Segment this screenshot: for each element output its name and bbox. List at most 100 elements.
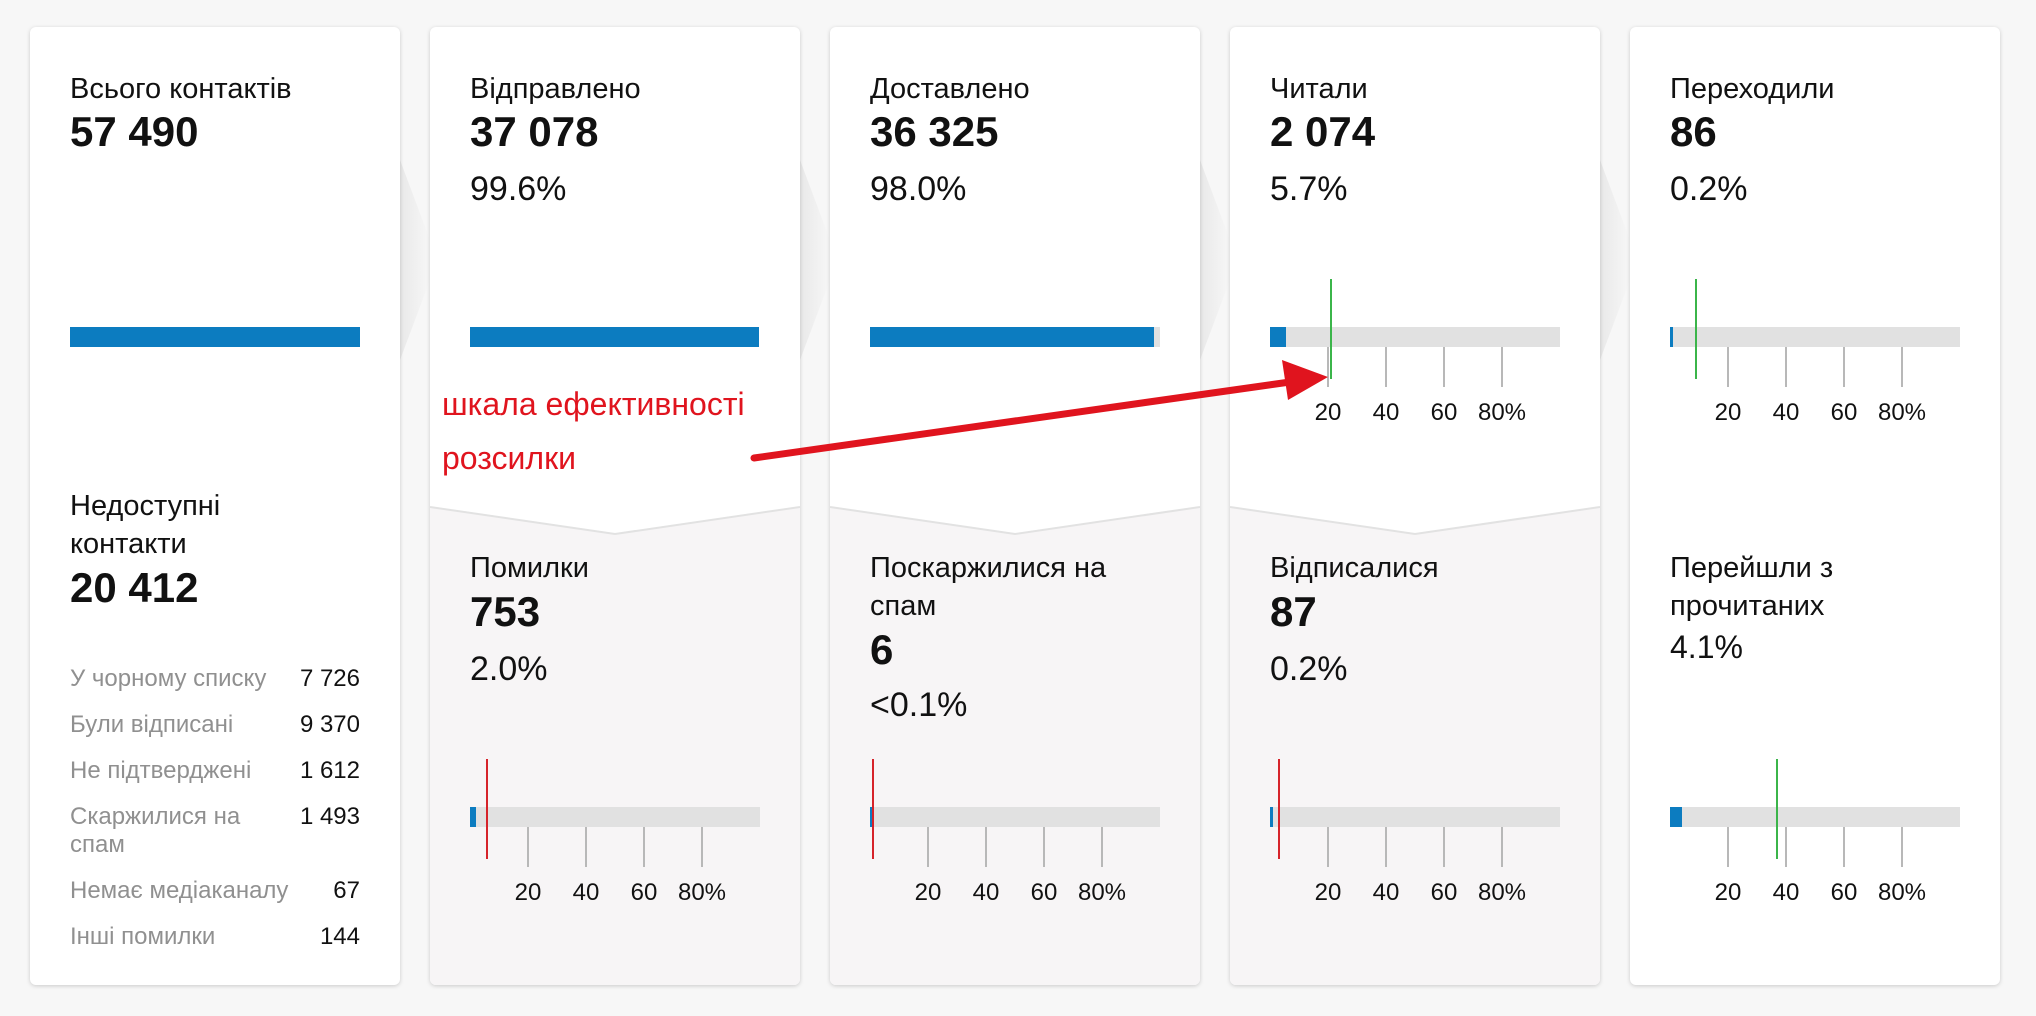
scale-tick [1443,827,1445,867]
scale-benchmark-marker [872,759,874,859]
clicked-from-read-percent: 4.1% [1670,629,1743,665]
sent-percent: 99.6% [470,170,567,208]
scale-track [1670,807,1960,827]
scale-tick-label: 20 [1714,879,1742,906]
row-name: Скаржилися на спам [70,803,241,858]
scale-tick-label: 60 [1430,879,1458,906]
scale-tick-label: 60 [1030,879,1058,906]
scale-tick [1385,827,1387,867]
scale-track [1670,327,1960,347]
scale-tick [1327,827,1329,867]
scale-fill [1670,807,1682,827]
total-contacts-bar [70,327,360,347]
row-value: 67 [333,877,360,904]
row-value: 144 [319,923,360,950]
scale-tick-label: 60 [630,879,658,906]
funnel-connector [1600,160,1630,360]
unavailable-row-blacklist: У чорному списку 7 726 [70,665,360,693]
card-delivered: Доставлено 36 325 98.0% Поскаржилися на … [830,27,1200,985]
scale-tick-label: 80% [1477,399,1527,426]
scale-tick [585,827,587,867]
scale-tick [1901,347,1903,387]
row-value: 9 370 [299,711,360,738]
scale-tick-label: 40 [1372,399,1400,426]
card-total-contacts: Всього контактів 57 490 Недоступні конта… [30,27,400,985]
clicked-label: Переходили [1670,73,1835,105]
scale-tick-label: 40 [1772,399,1800,426]
scale-tick-label: 60 [1830,879,1858,906]
card-sent: Відправлено 37 078 99.6% Помилки 753 2.0… [430,27,800,985]
scale-tick-label: 80% [1477,879,1527,906]
unavailable-row-unsubscribed: Були відписані 9 370 [70,711,360,739]
scale-tick-label: 20 [1314,879,1342,906]
scale-track [1270,807,1560,827]
annotation-text: шкала ефективності розсилки [442,377,802,485]
errors-label: Помилки [470,552,589,584]
total-contacts-value: 57 490 [70,108,199,155]
annotation-line-1: шкала ефективності [442,386,745,422]
scale-tick-label: 40 [1772,879,1800,906]
delivered-label: Доставлено [870,73,1030,105]
scale-tick-label: 80% [1877,879,1927,906]
delivered-bar [870,327,1154,347]
row-name: Немає медіаканалу [70,877,289,904]
scale-benchmark-marker [1775,759,1778,859]
scale-tick-label: 20 [914,879,942,906]
row-name: Інші помилки [70,923,216,950]
scale-benchmark-marker [1695,279,1698,379]
row-value: 1 612 [299,757,360,784]
scale-tick [1727,347,1729,387]
scale-tick-label: 20 [1314,399,1342,426]
scale-track [870,807,1160,827]
scale-track [470,807,760,827]
delivered-percent: 98.0% [870,170,967,208]
card-clicked: Переходили 86 0.2% Перейшли з прочитаних… [1630,27,2000,985]
scale-tick [1443,347,1445,387]
read-value: 2 074 [1270,108,1376,155]
scale-tick [1385,347,1387,387]
scale-fill [470,807,476,827]
sent-bar [470,327,759,347]
lower-panel [430,507,800,985]
delivered-value: 36 325 [870,108,999,155]
row-value: 7 726 [299,665,360,692]
scale-benchmark-marker [1277,759,1280,859]
scale-fill [1270,807,1273,827]
scale-tick [643,827,645,867]
scale-tick [527,827,529,867]
scale-tick-label: 40 [972,879,1000,906]
funnel-connector [1200,160,1230,360]
row-value: 1 493 [299,803,360,830]
errors-percent: 2.0% [470,650,548,688]
sent-label: Відправлено [470,73,641,105]
unsubscribed-percent: 0.2% [1270,650,1348,688]
scale-benchmark-marker [1329,279,1332,379]
scale-tick [1901,827,1903,867]
scale-tick-label: 80% [1877,399,1927,426]
clicked-percent: 0.2% [1670,170,1748,208]
row-name: Не підтверджені [70,757,252,784]
scale-tick [1785,827,1787,867]
funnel-connector [400,160,430,360]
scale-tick [1843,347,1845,387]
scale-tick [1043,827,1045,867]
scale-tick [1327,347,1329,387]
unavailable-row-no-channel: Немає медіаканалу 67 [70,877,360,905]
scale-tick-label: 60 [1830,399,1858,426]
scale-tick [1501,347,1503,387]
lower-panel [1230,507,1600,985]
scale-tick [1843,827,1845,867]
row-name: У чорному списку [70,665,267,692]
scale-tick-label: 60 [1430,399,1458,426]
row-name: Були відписані [70,711,234,738]
read-label: Читали [1270,73,1368,105]
total-contacts-label: Всього контактів [70,73,292,105]
unsubscribed-label: Відписалися [1270,552,1439,584]
funnel-connector [800,160,830,360]
scale-fill [1670,327,1673,347]
scale-tick-label: 40 [572,879,600,906]
errors-value: 753 [470,588,541,635]
unavailable-row-spam: Скаржилися на спам 1 493 [70,803,360,859]
clicked-value: 86 [1670,108,1717,155]
unavailable-row-unconfirmed: Не підтверджені 1 612 [70,757,360,785]
